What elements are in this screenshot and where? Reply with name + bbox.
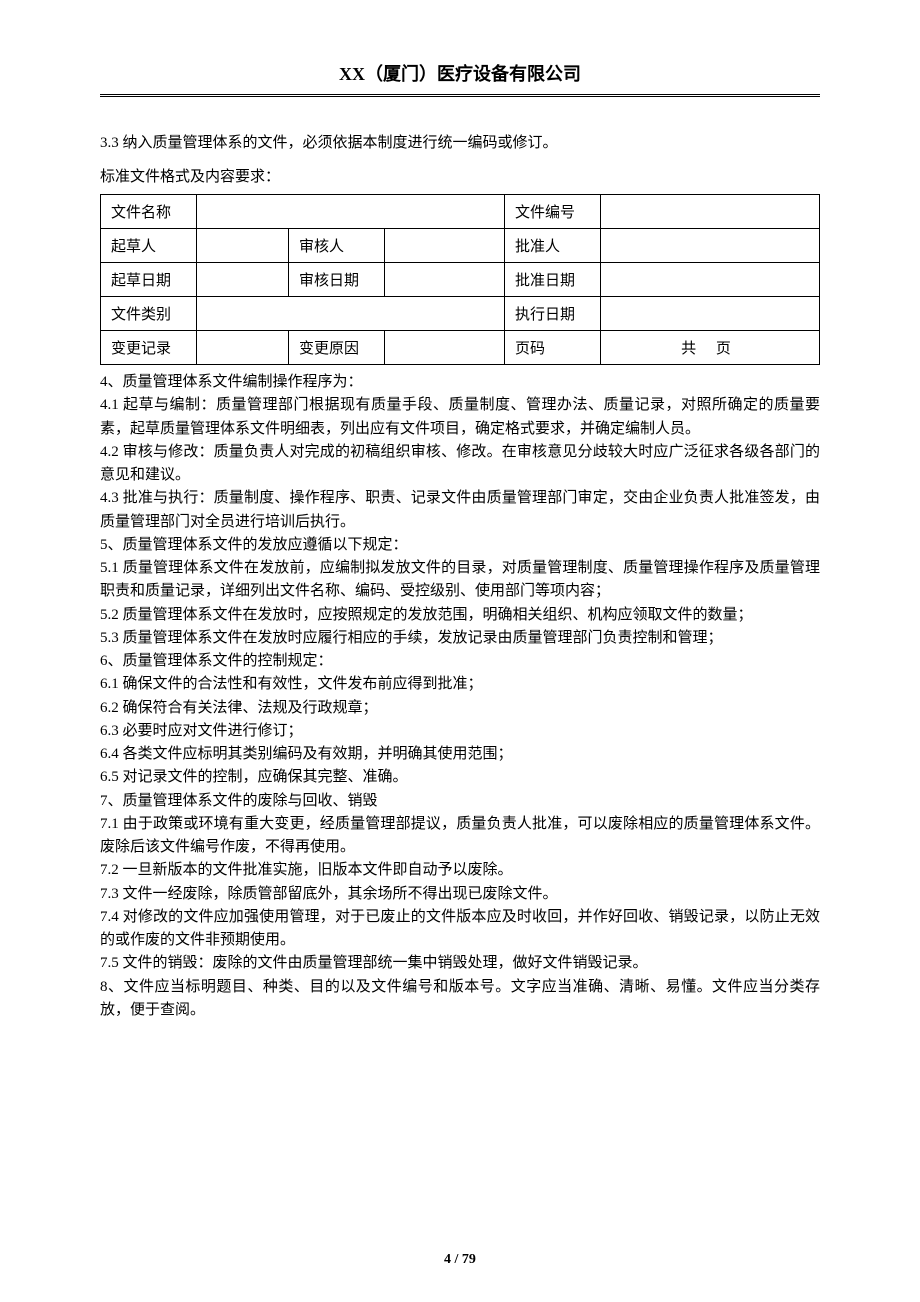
cell-label: 文件编号 bbox=[505, 195, 601, 229]
cell-value bbox=[601, 297, 820, 331]
para: 4.2 审核与修改：质量负责人对完成的初稿组织审核、修改。在审核意见分歧较大时应… bbox=[100, 441, 820, 488]
para: 6.2 确保符合有关法律、法规及行政规章； bbox=[100, 697, 820, 720]
cell-label: 批准人 bbox=[505, 229, 601, 263]
table-row: 起草日期 审核日期 批准日期 bbox=[101, 263, 820, 297]
para: 7.1 由于政策或环境有重大变更，经质量管理部提议，质量负责人批准，可以废除相应… bbox=[100, 813, 820, 860]
cell-value bbox=[197, 263, 289, 297]
cell-label: 起草人 bbox=[101, 229, 197, 263]
cell-label: 批准日期 bbox=[505, 263, 601, 297]
cell-label: 变更记录 bbox=[101, 331, 197, 365]
para: 6.3 必要时应对文件进行修订； bbox=[100, 720, 820, 743]
page-container: XX（厦门）医疗设备有限公司 3.3 纳入质量管理体系的文件，必须依据本制度进行… bbox=[0, 0, 920, 1022]
para: 4.3 批准与执行：质量制度、操作程序、职责、记录文件由质量管理部门审定，交由企… bbox=[100, 487, 820, 534]
para: 6、质量管理体系文件的控制规定： bbox=[100, 650, 820, 673]
para-3-3: 3.3 纳入质量管理体系的文件，必须依据本制度进行统一编码或修订。 bbox=[100, 131, 820, 157]
para: 7.3 文件一经废除，除质管部留底外，其余场所不得出现已废除文件。 bbox=[100, 883, 820, 906]
para: 6.5 对记录文件的控制，应确保其完整、准确。 bbox=[100, 766, 820, 789]
cell-label: 起草日期 bbox=[101, 263, 197, 297]
format-label: 标准文件格式及内容要求： bbox=[100, 165, 820, 191]
cell-label: 页码 bbox=[505, 331, 601, 365]
cell-value bbox=[385, 331, 505, 365]
page-footer: 4 / 79 bbox=[0, 1252, 920, 1268]
cell-value bbox=[385, 229, 505, 263]
cell-label: 文件名称 bbox=[101, 195, 197, 229]
cell-label: 审核日期 bbox=[289, 263, 385, 297]
para: 4.1 起草与编制：质量管理部门根据现有质量手段、质量制度、管理办法、质量记录，… bbox=[100, 394, 820, 441]
cell-value bbox=[197, 331, 289, 365]
para: 7、质量管理体系文件的废除与回收、销毁 bbox=[100, 790, 820, 813]
cell-value bbox=[385, 263, 505, 297]
para: 4、质量管理体系文件编制操作程序为： bbox=[100, 371, 820, 394]
para: 6.4 各类文件应标明其类别编码及有效期，并明确其使用范围； bbox=[100, 743, 820, 766]
table-row: 变更记录 变更原因 页码 共 页 bbox=[101, 331, 820, 365]
company-header: XX（厦门）医疗设备有限公司 bbox=[100, 60, 820, 94]
cell-value bbox=[601, 195, 820, 229]
para: 7.4 对修改的文件应加强使用管理，对于已废止的文件版本应及时收回，并作好回收、… bbox=[100, 906, 820, 953]
para: 8、文件应当标明题目、种类、目的以及文件编号和版本号。文字应当准确、清晰、易懂。… bbox=[100, 976, 820, 1023]
cell-value bbox=[601, 263, 820, 297]
para: 5.2 质量管理体系文件在发放时，应按照规定的发放范围，明确相关组织、机构应领取… bbox=[100, 604, 820, 627]
table-row: 起草人 审核人 批准人 bbox=[101, 229, 820, 263]
cell-label: 执行日期 bbox=[505, 297, 601, 331]
header-divider bbox=[100, 94, 820, 97]
para: 7.5 文件的销毁：废除的文件由质量管理部统一集中销毁处理，做好文件销毁记录。 bbox=[100, 952, 820, 975]
body-text: 4、质量管理体系文件编制操作程序为： 4.1 起草与编制：质量管理部门根据现有质… bbox=[100, 371, 820, 1022]
table-row: 文件名称 文件编号 bbox=[101, 195, 820, 229]
cell-label: 变更原因 bbox=[289, 331, 385, 365]
cell-value bbox=[197, 229, 289, 263]
cell-value: 共 页 bbox=[601, 331, 820, 365]
para: 5.1 质量管理体系文件在发放前，应编制拟发放文件的目录，对质量管理制度、质量管… bbox=[100, 557, 820, 604]
para: 6.1 确保文件的合法性和有效性，文件发布前应得到批准； bbox=[100, 673, 820, 696]
para: 5、质量管理体系文件的发放应遵循以下规定： bbox=[100, 534, 820, 557]
cell-value bbox=[197, 297, 505, 331]
cell-label: 文件类别 bbox=[101, 297, 197, 331]
para: 5.3 质量管理体系文件在发放时应履行相应的手续，发放记录由质量管理部门负责控制… bbox=[100, 627, 820, 650]
para: 7.2 一旦新版本的文件批准实施，旧版本文件即自动予以废除。 bbox=[100, 859, 820, 882]
document-format-table: 文件名称 文件编号 起草人 审核人 批准人 起草日期 审核日期 批准日期 文件类… bbox=[100, 194, 820, 365]
cell-value bbox=[197, 195, 505, 229]
cell-label: 审核人 bbox=[289, 229, 385, 263]
cell-value bbox=[601, 229, 820, 263]
table-row: 文件类别 执行日期 bbox=[101, 297, 820, 331]
